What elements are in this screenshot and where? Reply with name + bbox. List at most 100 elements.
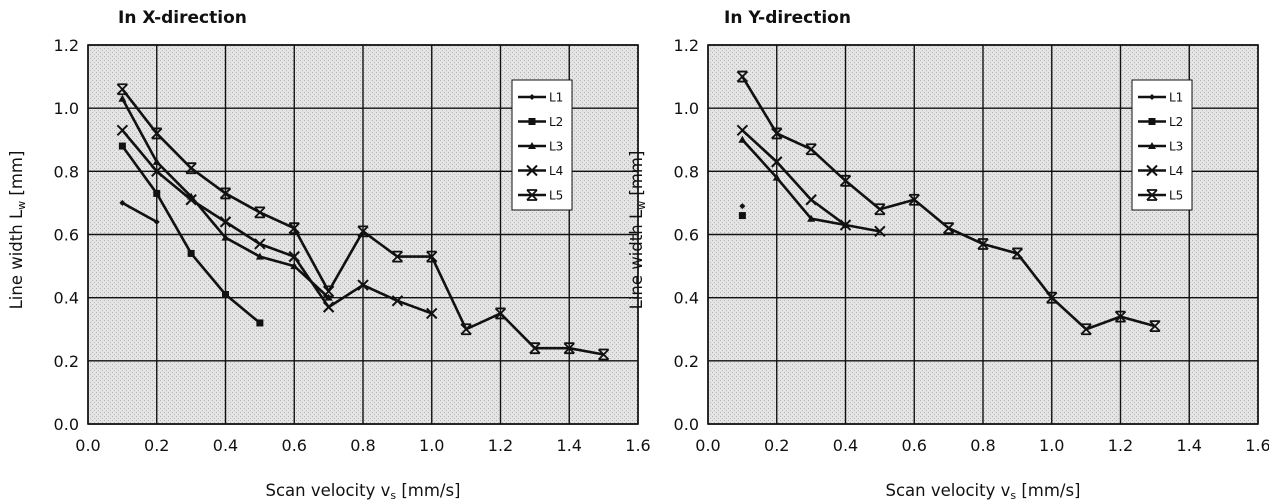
- legend-label: L1: [1169, 91, 1183, 105]
- data-point-l1: [119, 199, 126, 206]
- data-point-l5: [942, 222, 955, 235]
- data-point-l5: [460, 323, 472, 336]
- x-tick-label: 0.4: [213, 436, 238, 455]
- data-point-l4: [391, 295, 404, 307]
- x-tick-label: 0.4: [833, 436, 858, 455]
- data-point-l5: [908, 193, 920, 206]
- data-point-l5: [1046, 291, 1058, 304]
- legend-item-l3: L3: [518, 140, 563, 154]
- y-tick-label: 0.8: [54, 162, 79, 181]
- data-point-l5: [1149, 320, 1161, 332]
- data-point-l5: [322, 285, 335, 298]
- y-tick-label: 1.0: [54, 99, 79, 118]
- legend-marker: [1146, 189, 1158, 201]
- y-axis-label-subscript: w: [15, 201, 28, 210]
- data-point-l4: [254, 238, 266, 250]
- data-point-l5: [874, 203, 886, 216]
- legend-marker: [529, 94, 535, 100]
- data-point-l4: [288, 250, 300, 263]
- x-tick-label: 1.4: [557, 436, 582, 455]
- data-point-l5: [151, 127, 163, 140]
- legend-item-l4: L4: [518, 164, 563, 178]
- data-point-l3: [255, 252, 264, 260]
- x-axis-label: Scan velocity vs [mm/s]: [885, 481, 1080, 502]
- y-axis-label-unit: [mm]: [7, 151, 26, 201]
- y-tick-label: 0.8: [674, 162, 699, 181]
- data-point-l4: [322, 301, 335, 313]
- y-axis-label: Line width Lw [mm]: [627, 151, 648, 310]
- data-point-l4: [151, 165, 163, 178]
- x-tick-label: 0.2: [764, 436, 789, 455]
- legend-item-l1: L1: [518, 91, 563, 105]
- data-point-l4: [116, 124, 129, 136]
- x-tick-label: 1.6: [625, 436, 650, 455]
- legend-label: L3: [549, 140, 563, 154]
- y-axis-label-main: Line width L: [627, 209, 646, 309]
- x-tick-label: 1.6: [1245, 436, 1269, 455]
- data-point-l4: [736, 124, 749, 136]
- legend-label: L4: [549, 164, 563, 178]
- x-tick-label: 0.0: [695, 436, 720, 455]
- legend: L1 L2 L3 L4 L5: [1131, 79, 1193, 211]
- data-point-l5: [219, 187, 232, 200]
- data-point-l5: [1080, 323, 1092, 336]
- x-axis-label-unit: [mm/s]: [396, 481, 460, 500]
- data-point-l2: [187, 249, 195, 257]
- x-tick-label: 0.8: [970, 436, 995, 455]
- data-point-l3: [290, 262, 299, 270]
- series-l2: [738, 212, 746, 220]
- y-tick-label: 0.6: [54, 226, 79, 245]
- data-point-l3: [118, 94, 127, 102]
- grid: [707, 44, 1259, 425]
- legend-label: L4: [1169, 164, 1183, 178]
- data-point-l5: [736, 70, 749, 83]
- y-tick-label: 1.2: [674, 36, 699, 55]
- chart-y-direction: In Y-direction Scan velocity vs [mm/s] L…: [627, 8, 1269, 502]
- plot-frame: [87, 44, 639, 425]
- data-point-l4: [426, 307, 438, 320]
- data-point-l3: [152, 157, 161, 165]
- x-tick-label: 0.2: [144, 436, 169, 455]
- data-point-l2: [256, 319, 264, 327]
- legend-marker: [528, 118, 536, 125]
- data-point-l4: [874, 225, 886, 238]
- legend: L1 L2 L3 L4 L5: [511, 79, 573, 211]
- data-point-l2: [118, 142, 126, 150]
- legend-marker: [1149, 94, 1155, 100]
- data-point-l5: [288, 222, 300, 235]
- y-tick-label: 0.2: [54, 352, 79, 371]
- data-point-l3: [772, 173, 781, 181]
- y-tick-label: 0.4: [674, 289, 699, 308]
- data-point-l1: [739, 203, 746, 210]
- chart-title: In X-direction: [118, 8, 247, 28]
- series-l1: [739, 203, 746, 210]
- legend-label: L3: [1169, 140, 1183, 154]
- data-point-l5: [357, 225, 369, 238]
- data-point-l5: [185, 162, 197, 175]
- x-tick-label: 0.0: [75, 436, 100, 455]
- x-axis-label-subscript: s: [1010, 489, 1016, 502]
- data-point-l5: [839, 174, 852, 187]
- series-l1: [119, 199, 160, 225]
- series-l4: [736, 124, 886, 238]
- y-axis-label-subscript: w: [635, 201, 648, 210]
- legend-marker: [528, 142, 536, 149]
- data-point-l5: [597, 348, 610, 361]
- y-tick-label: 1.2: [54, 36, 79, 55]
- y-tick-label: 0.4: [54, 289, 79, 308]
- data-point-l4: [839, 219, 852, 231]
- x-axis-label-main: Scan velocity v: [885, 481, 1010, 500]
- data-point-l2: [738, 212, 746, 220]
- y-tick-label: 0.2: [674, 352, 699, 371]
- legend-item-l4: L4: [1138, 164, 1183, 178]
- data-point-l5: [805, 143, 817, 156]
- series-line-l1: [121, 201, 158, 224]
- data-point-l4: [219, 216, 232, 228]
- data-point-l5: [254, 206, 266, 219]
- y-axis-label-unit: [mm]: [627, 151, 646, 201]
- data-point-l5: [426, 250, 438, 263]
- x-axis-label-subscript: s: [390, 489, 396, 502]
- data-point-l5: [529, 342, 541, 355]
- plot-frame: [707, 44, 1259, 425]
